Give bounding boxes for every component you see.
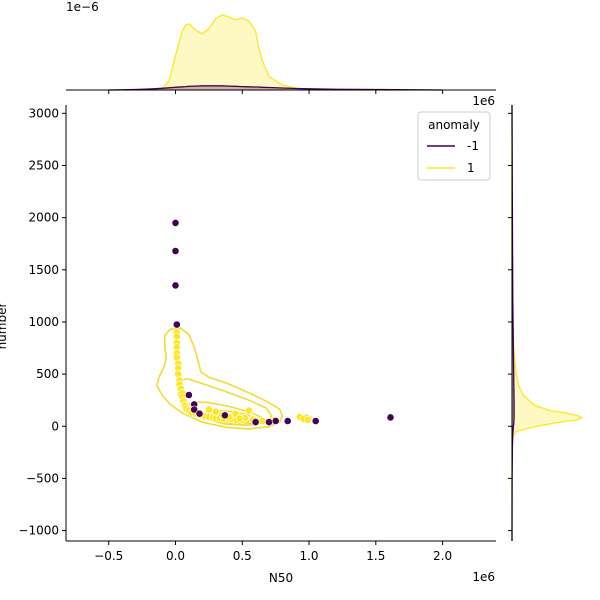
x-axis-ticks: −0.5 0.0 0.5 1.0 1.5 2.0 (94, 541, 452, 563)
point-anomaly-1-3 (171, 281, 180, 290)
kde-contour-1 (156, 327, 284, 430)
right-kde-anomaly-neg1-line (511, 104, 515, 542)
point-anomaly-1-2 (171, 247, 180, 255)
point-anomaly1-6 (172, 353, 181, 362)
point-anomaly-1-12 (271, 417, 280, 425)
y-tick-label: 1500 (28, 263, 59, 277)
legend-label--1: -1 (467, 139, 479, 153)
x-axis-label: N50 (269, 571, 293, 585)
legend-label-1: 1 (467, 161, 475, 175)
y-axis-label: number (0, 303, 9, 350)
y-tick-label: 3000 (28, 106, 59, 120)
point-anomaly-1-10 (251, 418, 260, 426)
point-anomaly-1-9 (220, 411, 229, 420)
point-anomaly-1-5 (184, 391, 193, 399)
main-scatter-axes: −0.5 0.0 0.5 1.0 1.5 2.0 −1000 −500 0 500 1000 150… (18, 105, 496, 563)
right-kde-anomaly1-fill (512, 105, 582, 541)
axes-frame (65, 105, 496, 542)
point-anomaly-1-7 (190, 405, 199, 414)
point-anomaly-1-8 (195, 409, 204, 418)
point-anomaly1-44 (211, 407, 220, 416)
x-tick-label: 1.0 (299, 549, 318, 563)
top-kde-anomaly1-line (108, 14, 443, 91)
y-tick-label: 1000 (28, 315, 59, 329)
scatter-points (171, 218, 395, 426)
x-tick-label: 0.0 (166, 549, 185, 563)
point-anomaly1-41 (303, 416, 312, 424)
x-tick-label: −0.5 (94, 549, 123, 563)
y-tick-label: 2000 (28, 211, 59, 225)
y-axis-ticks: −1000 −500 0 500 1000 1500 2000 2500 3000 (18, 106, 66, 538)
point-anomaly-1-14 (311, 417, 320, 425)
x-tick-label: 0.5 (233, 549, 252, 563)
y-tick-label: 2500 (28, 158, 59, 172)
point-anomaly1-36 (258, 417, 267, 425)
legend: anomaly -1 1 (417, 111, 491, 181)
x-tick-label: 2.0 (433, 549, 452, 563)
point-anomaly1-45 (204, 405, 213, 414)
point-anomaly-1-4 (172, 320, 181, 329)
y-tick-label: 500 (36, 367, 59, 381)
point-anomaly-1-1 (171, 218, 180, 227)
point-anomaly1-47 (235, 414, 244, 423)
top-kde-anomaly1-fill (108, 15, 443, 90)
right-marginal-kde (508, 104, 584, 542)
point-anomaly-1-15 (386, 413, 395, 422)
x-offset-label: 1e6 (472, 570, 495, 584)
point-anomaly1-33 (245, 406, 253, 415)
top-marginal-kde (66, 14, 496, 94)
y-tick-label: −500 (26, 471, 59, 485)
right-kde-anomaly1-line (511, 105, 584, 541)
point-anomaly1-9 (174, 370, 183, 378)
point-anomaly-1-13 (283, 417, 292, 425)
top-kde-anomaly-neg1-line (108, 85, 443, 91)
top-marginal-offset-label: 1e−6 (66, 0, 99, 14)
y-tick-label: 0 (51, 419, 59, 433)
x-tick-label: 1.5 (366, 549, 385, 563)
legend-title: anomaly (428, 118, 480, 132)
y-tick-label: −1000 (18, 524, 59, 538)
point-anomaly-1-11 (265, 418, 273, 426)
y-offset-label: 1e6 (472, 94, 495, 108)
